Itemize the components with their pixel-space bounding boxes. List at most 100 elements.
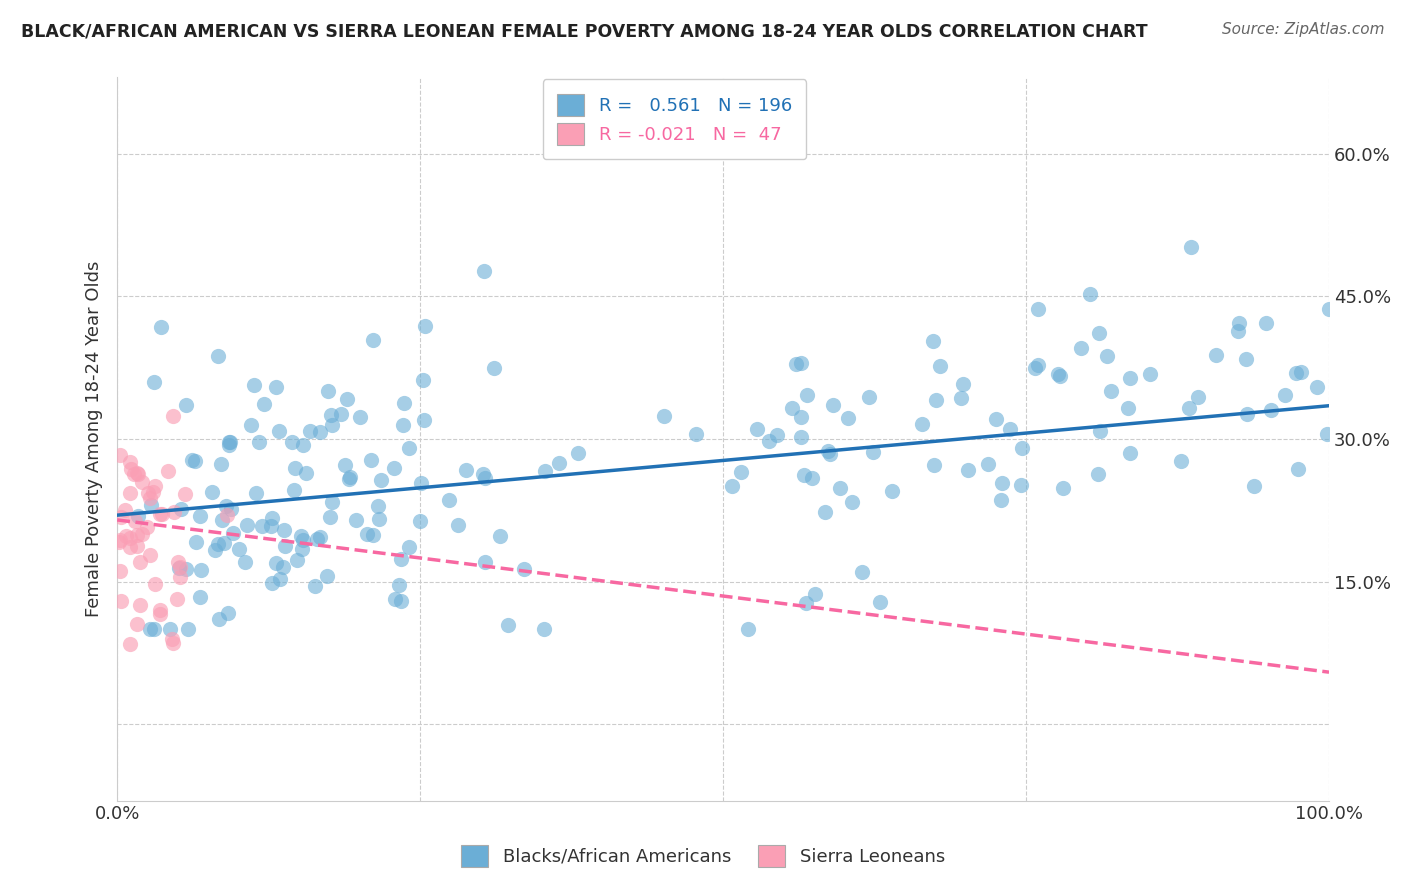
- Point: [1229, 316, 1251, 330]
- Point: [446, 517, 468, 532]
- Point: [977, 457, 1000, 471]
- Point: [1070, 341, 1092, 355]
- Point: [188, 590, 211, 604]
- Point: [207, 349, 229, 363]
- Point: [125, 539, 148, 553]
- Point: [184, 534, 207, 549]
- Point: [1260, 403, 1282, 417]
- Point: [131, 475, 153, 490]
- Point: [652, 409, 675, 423]
- Point: [367, 499, 389, 513]
- Point: [162, 635, 184, 649]
- Point: [319, 510, 342, 524]
- Point: [143, 623, 166, 637]
- Point: [139, 491, 162, 505]
- Point: [1243, 479, 1265, 493]
- Point: [785, 357, 807, 371]
- Point: [162, 409, 184, 423]
- Text: BLACK/AFRICAN AMERICAN VS SIERRA LEONEAN FEMALE POVERTY AMONG 18-24 YEAR OLDS CO: BLACK/AFRICAN AMERICAN VS SIERRA LEONEAN…: [21, 22, 1147, 40]
- Point: [222, 526, 245, 541]
- Point: [869, 595, 891, 609]
- Point: [1095, 349, 1118, 363]
- Point: [389, 552, 412, 566]
- Point: [269, 572, 291, 586]
- Point: [321, 495, 343, 509]
- Point: [274, 539, 297, 553]
- Point: [149, 607, 172, 621]
- Point: [780, 401, 803, 416]
- Point: [129, 555, 152, 569]
- Point: [120, 455, 142, 469]
- Point: [280, 434, 302, 449]
- Point: [952, 376, 974, 391]
- Point: [817, 444, 839, 458]
- Point: [360, 453, 382, 467]
- Point: [110, 509, 132, 524]
- Point: [176, 562, 198, 576]
- Point: [219, 434, 242, 449]
- Point: [534, 464, 557, 478]
- Point: [125, 616, 148, 631]
- Point: [218, 434, 240, 449]
- Point: [922, 458, 945, 472]
- Point: [143, 478, 166, 492]
- Point: [858, 390, 880, 404]
- Point: [336, 392, 359, 406]
- Legend: R =   0.561   N = 196, R = -0.021   N =  47: R = 0.561 N = 196, R = -0.021 N = 47: [543, 79, 807, 160]
- Point: [262, 576, 284, 591]
- Text: Source: ZipAtlas.com: Source: ZipAtlas.com: [1222, 22, 1385, 37]
- Point: [1119, 371, 1142, 385]
- Point: [804, 586, 827, 600]
- Point: [1028, 358, 1050, 372]
- Point: [1000, 422, 1022, 436]
- Point: [188, 508, 211, 523]
- Point: [1234, 352, 1257, 367]
- Point: [533, 623, 555, 637]
- Point: [409, 514, 432, 528]
- Point: [139, 498, 162, 512]
- Point: [413, 413, 436, 427]
- Point: [361, 334, 384, 348]
- Point: [166, 554, 188, 568]
- Point: [333, 458, 356, 472]
- Point: [253, 397, 276, 411]
- Point: [145, 577, 167, 591]
- Point: [212, 536, 235, 550]
- Point: [259, 518, 281, 533]
- Point: [169, 570, 191, 584]
- Point: [796, 388, 818, 402]
- Point: [413, 318, 436, 333]
- Point: [149, 602, 172, 616]
- Point: [190, 563, 212, 577]
- Point: [949, 391, 972, 405]
- Point: [382, 461, 405, 475]
- Point: [1011, 442, 1033, 456]
- Point: [160, 632, 183, 647]
- Point: [346, 513, 368, 527]
- Point: [295, 467, 318, 481]
- Point: [245, 486, 267, 500]
- Point: [292, 533, 315, 548]
- Point: [758, 434, 780, 448]
- Point: [120, 462, 142, 476]
- Point: [1026, 302, 1049, 317]
- Point: [349, 410, 371, 425]
- Point: [391, 417, 413, 432]
- Point: [489, 529, 512, 543]
- Point: [209, 457, 232, 471]
- Point: [110, 594, 132, 608]
- Point: [264, 380, 287, 394]
- Point: [472, 467, 495, 481]
- Point: [120, 541, 142, 555]
- Point: [159, 623, 181, 637]
- Point: [139, 548, 162, 562]
- Point: [1205, 348, 1227, 362]
- Point: [264, 556, 287, 570]
- Point: [368, 512, 391, 526]
- Point: [747, 422, 769, 436]
- Point: [911, 417, 934, 431]
- Point: [721, 478, 744, 492]
- Point: [1024, 361, 1046, 376]
- Point: [169, 560, 191, 574]
- Point: [388, 578, 411, 592]
